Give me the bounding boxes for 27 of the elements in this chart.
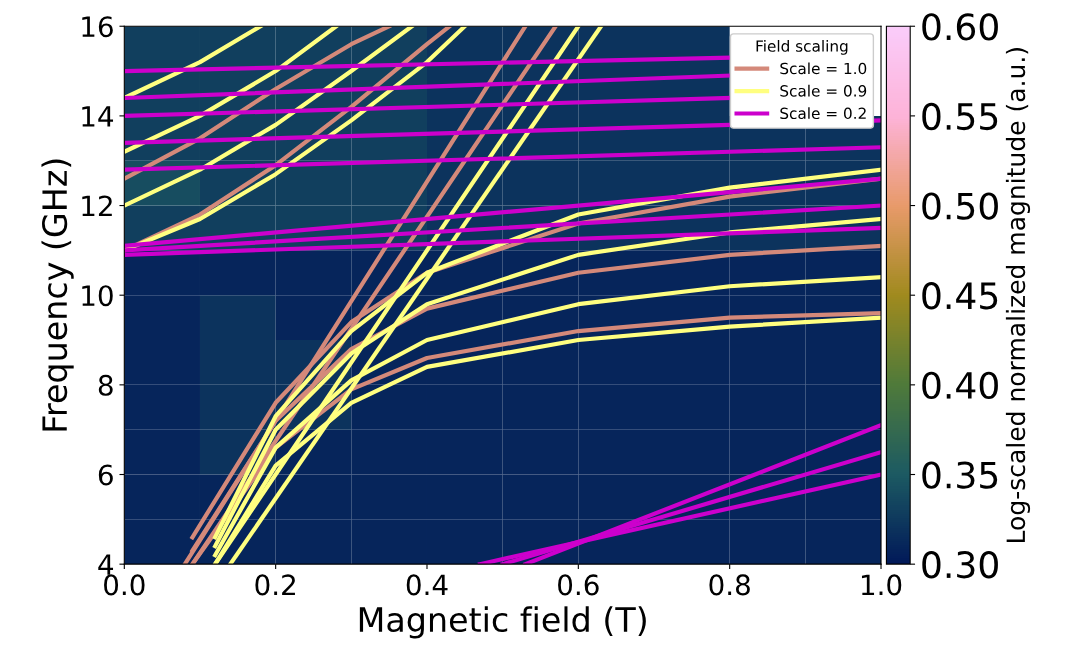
y-axis-title: Frequency (GHz) <box>41 159 74 431</box>
legend-label: Scale = 0.9 <box>780 84 867 97</box>
y-tick-label: 14 <box>82 106 114 127</box>
y-tick-label: 10 <box>82 285 113 307</box>
legend-label: Scale = 1.0 <box>780 62 867 75</box>
legend-label: Scale = 0.2 <box>780 107 866 120</box>
y-tick-label: 8 <box>98 374 113 396</box>
x-tick-label: 0.4 <box>406 574 448 596</box>
x-tick-label: 0.0 <box>104 574 145 596</box>
color-bar-label: 0.45 <box>922 282 998 310</box>
x-tick-label: 1.0 <box>861 574 902 596</box>
y-tick-label: 12 <box>82 195 112 217</box>
color-bar-label: 0.60 <box>922 13 998 41</box>
color-bar-title: Log-scaled normalized magnitude (a.u.) <box>1005 48 1031 542</box>
color-bar-label: 0.35 <box>922 461 998 489</box>
color-bar-label: 0.50 <box>922 192 998 220</box>
x-axis-title: Magnetic field (T) <box>359 606 646 639</box>
x-tick-label: 0.6 <box>558 574 599 596</box>
x-tick-label: 0.2 <box>255 574 295 596</box>
x-tick-label: 0.8 <box>709 574 750 596</box>
y-tick-label: 16 <box>82 16 113 38</box>
y-tick-label: 6 <box>98 464 113 486</box>
color-bar-label: 0.40 <box>922 371 998 400</box>
color-bar-label: 0.30 <box>922 551 998 579</box>
color-bar-label: 0.55 <box>922 102 998 131</box>
legend-title: Field scaling <box>756 39 848 55</box>
y-tick-label: 4 <box>98 554 114 575</box>
